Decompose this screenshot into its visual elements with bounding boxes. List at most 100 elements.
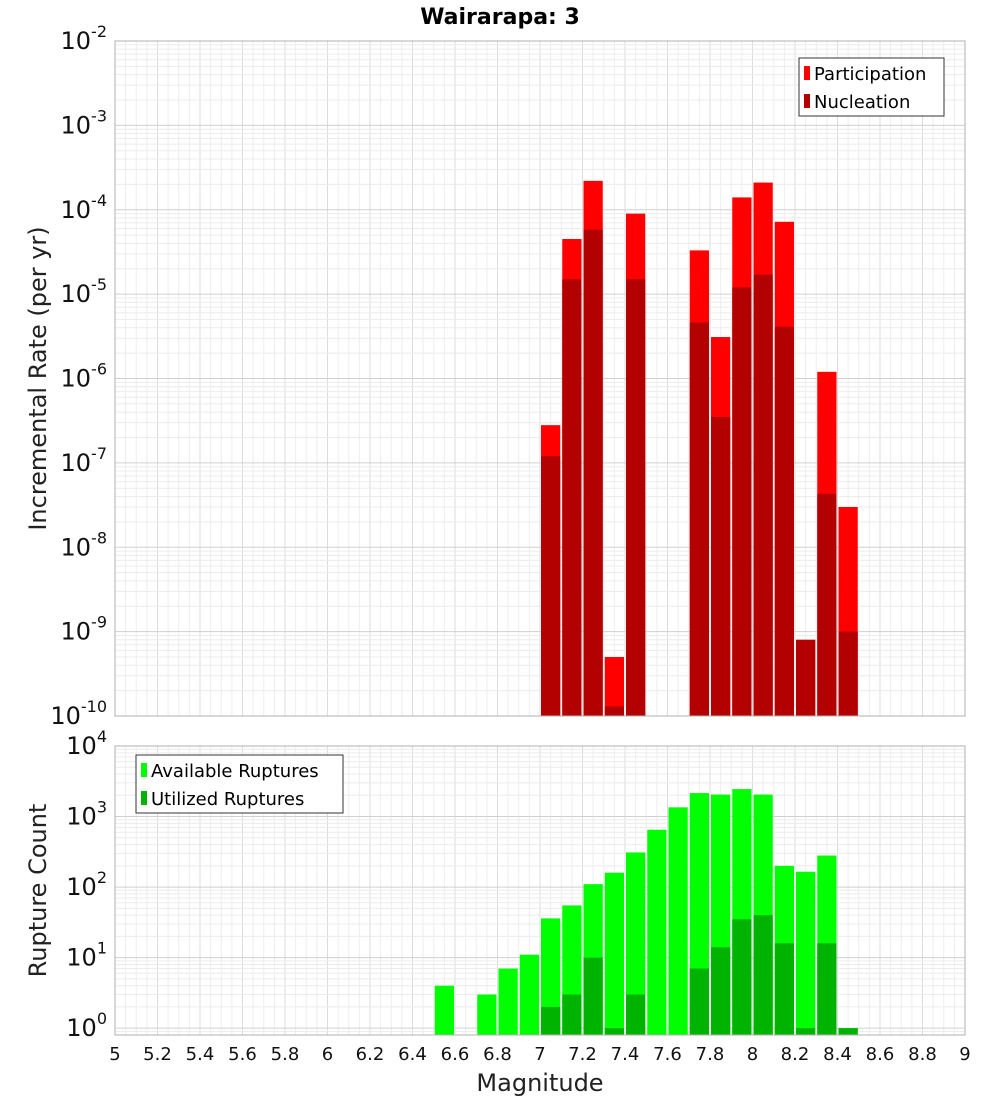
ytick-base: 10 xyxy=(66,732,97,760)
xtick-label: 5.6 xyxy=(228,1044,257,1065)
ytick-label: 10-3 xyxy=(61,106,108,139)
bar-nucleation xyxy=(817,493,837,716)
ytick-label: 104 xyxy=(66,727,107,760)
xtick-label: 5.4 xyxy=(186,1044,215,1065)
xtick-label: 8.2 xyxy=(781,1044,810,1065)
ytick-exponent: -4 xyxy=(91,191,107,210)
ytick-base: 10 xyxy=(66,873,97,901)
bar-utilized-ruptures xyxy=(838,1028,858,1035)
x-axis-label: Magnitude xyxy=(476,1069,603,1097)
ytick-exponent: -5 xyxy=(91,275,107,294)
legend-swatch xyxy=(141,791,147,805)
ytick-exponent: 4 xyxy=(97,727,107,746)
ytick-label: 10-8 xyxy=(61,528,108,561)
bar-available-ruptures xyxy=(668,807,688,1035)
ytick-label: 100 xyxy=(66,1009,107,1042)
ytick-exponent: -9 xyxy=(91,613,107,632)
xtick-label: 7.2 xyxy=(568,1044,597,1065)
ytick-exponent: -3 xyxy=(91,106,107,125)
ytick-exponent: -6 xyxy=(91,360,107,379)
xtick-label: 9 xyxy=(959,1044,970,1065)
bar-utilized-ruptures xyxy=(732,919,752,1035)
bar-available-ruptures xyxy=(477,994,497,1035)
legend-entry: Available Ruptures xyxy=(151,761,319,782)
ytick-exponent: 2 xyxy=(97,868,107,887)
ytick-exponent: -10 xyxy=(81,697,107,716)
legend-box-count xyxy=(135,754,344,814)
bar-nucleation xyxy=(774,326,794,716)
bar-available-ruptures xyxy=(498,968,518,1035)
bar-nucleation xyxy=(711,416,731,716)
bar-available-ruptures xyxy=(541,918,561,1035)
xtick-label: 6.6 xyxy=(441,1044,470,1065)
ytick-base: 10 xyxy=(66,944,97,972)
ytick-exponent: 0 xyxy=(97,1009,107,1028)
ytick-label: 10-6 xyxy=(61,360,108,393)
y-axis-label: Incremental Rate (per yr) xyxy=(24,226,52,530)
xtick-label: 6.8 xyxy=(483,1044,512,1065)
ytick-exponent: -2 xyxy=(91,22,107,41)
ytick-label: 102 xyxy=(66,868,107,901)
xtick-label: 6.2 xyxy=(356,1044,385,1065)
bar-available-ruptures xyxy=(434,985,454,1035)
ytick-exponent: 3 xyxy=(97,798,107,817)
xtick-label: 5 xyxy=(109,1044,120,1065)
xtick-label: 5.8 xyxy=(271,1044,300,1065)
legend-swatch xyxy=(804,94,810,108)
xtick-label: 7.6 xyxy=(653,1044,682,1065)
chart-title: Wairarapa: 3 xyxy=(420,5,580,30)
bar-nucleation xyxy=(732,287,752,716)
ytick-label: 10-7 xyxy=(61,444,108,477)
ytick-exponent: -8 xyxy=(91,528,107,547)
bar-available-ruptures xyxy=(647,829,667,1035)
ytick-base: 10 xyxy=(66,803,97,831)
xtick-label: 6 xyxy=(322,1044,333,1065)
bar-utilized-ruptures xyxy=(604,1028,624,1035)
legend-entry: Participation xyxy=(814,64,926,85)
bar-utilized-ruptures xyxy=(817,943,837,1035)
bar-utilized-ruptures xyxy=(689,968,709,1035)
xtick-label: 7.4 xyxy=(611,1044,640,1065)
xtick-label: 5.2 xyxy=(143,1044,172,1065)
bar-nucleation xyxy=(796,639,816,716)
legend-swatch xyxy=(141,763,147,777)
ytick-exponent: 1 xyxy=(97,939,107,958)
plot-frame-count xyxy=(114,745,966,1036)
bar-utilized-ruptures xyxy=(626,994,646,1035)
ytick-base: 10 xyxy=(61,196,92,224)
ytick-label: 101 xyxy=(66,939,107,972)
y-axis-label: Rupture Count xyxy=(24,804,52,978)
ytick-base: 10 xyxy=(61,365,92,393)
xtick-label: 8.4 xyxy=(823,1044,852,1065)
xtick-label: 7 xyxy=(534,1044,545,1065)
bar-available-ruptures xyxy=(604,872,624,1035)
ytick-base: 10 xyxy=(61,280,92,308)
xtick-label: 8 xyxy=(747,1044,758,1065)
bar-available-ruptures xyxy=(519,954,539,1035)
ytick-base: 10 xyxy=(66,1014,97,1042)
bar-nucleation xyxy=(626,279,646,716)
xtick-label: 8.8 xyxy=(908,1044,937,1065)
legend-box-rate xyxy=(798,57,945,117)
ytick-base: 10 xyxy=(61,449,92,477)
bar-utilized-ruptures xyxy=(753,915,773,1035)
bar-utilized-ruptures xyxy=(711,947,731,1035)
bar-utilized-ruptures xyxy=(583,957,603,1035)
bar-nucleation xyxy=(562,279,582,716)
bar-participation xyxy=(604,657,624,716)
bar-nucleation xyxy=(583,229,603,717)
xtick-label: 8.6 xyxy=(866,1044,895,1065)
bar-available-ruptures xyxy=(796,871,816,1035)
ytick-exponent: -7 xyxy=(91,444,107,463)
bar-utilized-ruptures xyxy=(774,943,794,1035)
bar-available-ruptures xyxy=(626,852,646,1035)
ytick-label: 103 xyxy=(66,798,107,831)
plot-frame-rate xyxy=(114,40,966,717)
ytick-base: 10 xyxy=(61,618,92,646)
legend-swatch xyxy=(804,66,810,80)
ytick-base: 10 xyxy=(61,27,92,55)
bar-nucleation xyxy=(689,322,709,716)
xtick-label: 6.4 xyxy=(398,1044,427,1065)
